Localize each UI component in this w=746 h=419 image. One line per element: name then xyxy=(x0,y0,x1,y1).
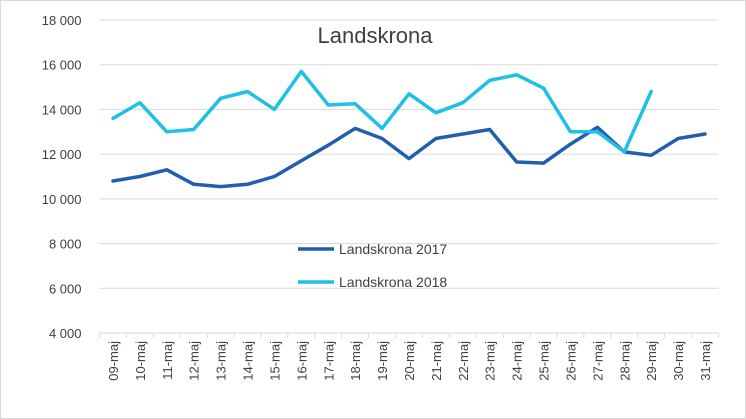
y-tick-label: 8 000 xyxy=(49,237,82,252)
x-tick-label: 10-maj xyxy=(133,341,148,381)
series-lines xyxy=(111,69,707,189)
x-tick-label: 21-maj xyxy=(429,341,444,381)
y-tick-label: 4 000 xyxy=(49,326,82,341)
legend-label: Landskrona 2018 xyxy=(339,274,447,290)
x-tick-label: 25-maj xyxy=(537,341,552,381)
x-tick-label: 13-maj xyxy=(214,341,229,381)
legend-label: Landskrona 2017 xyxy=(339,241,447,257)
x-tick-label: 24-maj xyxy=(510,341,525,381)
y-tick-label: 16 000 xyxy=(42,58,82,73)
series-line-landskrona-2018 xyxy=(111,69,653,154)
y-tick-label: 14 000 xyxy=(42,102,82,117)
x-tick-label: 15-maj xyxy=(267,341,282,381)
chart-title: Landskrona xyxy=(318,23,434,48)
y-tick-label: 6 000 xyxy=(49,281,82,296)
y-tick-label: 10 000 xyxy=(42,192,82,207)
x-tick-label: 31-maj xyxy=(698,341,713,381)
y-tick-label: 12 000 xyxy=(42,147,82,162)
x-tick-label: 09-maj xyxy=(106,341,121,381)
legend: Landskrona 2017 Landskrona 2018 xyxy=(298,241,447,290)
x-tick-label: 12-maj xyxy=(187,341,202,381)
y-tick-label: 18 000 xyxy=(42,13,82,28)
x-tick-label: 27-maj xyxy=(590,341,605,381)
x-tick-label: 20-maj xyxy=(402,341,417,381)
x-tick-label: 30-maj xyxy=(671,341,686,381)
x-axis-ticks: 09-maj 10-maj 11-maj 12-maj 13-maj 14-maj 15-m… xyxy=(99,333,719,381)
x-tick-label: 17-maj xyxy=(321,341,336,381)
gridlines xyxy=(99,19,719,334)
series-line-landskrona-2017 xyxy=(111,125,707,189)
y-axis-ticks: 4 000 6 000 8 000 10 000 12 000 14 000 16 000 1… xyxy=(42,13,82,341)
x-tick-label: 29-maj xyxy=(644,341,659,381)
x-tick-label: 28-maj xyxy=(617,341,632,381)
x-tick-label: 16-maj xyxy=(294,341,309,381)
x-tick-label: 11-maj xyxy=(160,341,175,380)
x-tick-label: 18-maj xyxy=(348,341,363,381)
x-tick-label: 23-maj xyxy=(483,341,498,381)
x-tick-label: 22-maj xyxy=(456,341,471,381)
x-tick-label: 19-maj xyxy=(375,341,390,381)
x-tick-label: 26-maj xyxy=(563,341,578,381)
x-tick-label: 14-maj xyxy=(241,341,256,381)
